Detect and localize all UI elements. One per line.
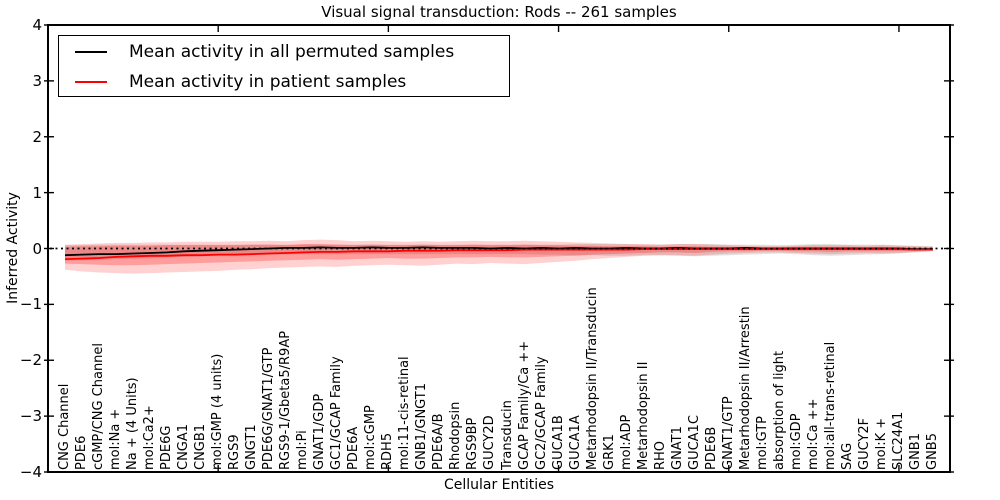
category-label: PDE6 (74, 435, 90, 470)
category-label: Metarhodopsin II/Arrestin (737, 306, 753, 470)
y-tick-label: −2 (19, 351, 42, 370)
y-tick-label: 2 (32, 127, 42, 146)
permuted-line-swatch (75, 51, 107, 53)
category-label: mol:ADP (618, 414, 634, 470)
chart-title: Visual signal transduction: Rods -- 261 … (321, 3, 677, 21)
category-label: GCAP Family/Ca ++ (516, 340, 532, 470)
category-label: PDE6B (703, 426, 719, 470)
legend-entry-permuted: Mean activity in all permuted samples (59, 38, 509, 66)
category-label: Metarhodopsin II (635, 361, 651, 470)
x-axis-label: Cellular Entities (443, 477, 555, 493)
category-label: Metarhodopsin II/Transducin (584, 287, 600, 470)
category-label: GNB1 (907, 433, 923, 470)
category-label: CNGB1 (193, 423, 209, 470)
category-label: Rhodopsin (448, 401, 464, 470)
patient-line-swatch (75, 81, 107, 83)
category-label: SAG (839, 442, 855, 470)
y-tick-label: −3 (19, 407, 42, 426)
y-tick-label: 1 (32, 183, 42, 202)
category-label: GNB1/GNGT1 (414, 383, 430, 470)
category-label: PDE6A/B (431, 413, 447, 470)
category-label: GUCA1C (686, 415, 702, 470)
category-label: GNB5 (924, 433, 940, 470)
category-label: RHO (652, 440, 668, 470)
category-label: Na + (4 Units) (125, 377, 141, 470)
category-label: CNG Channel (57, 383, 73, 470)
legend: Mean activity in all permuted samples Me… (58, 35, 510, 97)
category-label: SLC24A1 (890, 411, 906, 470)
category-label: PDE6A (346, 426, 362, 470)
y-tick-label: 0 (32, 239, 42, 258)
category-label: RDH5 (380, 432, 396, 470)
y-tick-label: 3 (32, 71, 42, 90)
category-label: GUCA1B (550, 415, 566, 470)
category-label: cGMP/CNG Channel (91, 342, 107, 470)
y-tick-label: −1 (19, 295, 42, 314)
category-label: PDE6G (159, 425, 175, 470)
category-label: mol:Na + (108, 408, 124, 470)
category-label: mol:all-trans-retinal (822, 341, 838, 470)
category-label: RGS9BP (465, 417, 481, 470)
legend-label: Mean activity in all permuted samples (129, 42, 455, 62)
category-label: mol:Ca2+ (142, 405, 158, 470)
category-label: GUCA1A (567, 415, 583, 470)
category-label: GNAT1 (669, 426, 685, 470)
category-label: Transducin (499, 400, 515, 470)
category-label: PDE6G/GNAT1/GTP (261, 347, 277, 470)
category-label: GNAT1/GDP (312, 393, 328, 470)
legend-label: Mean activity in patient samples (129, 72, 407, 92)
category-label: CNGA1 (176, 423, 192, 470)
category-label: GC2/GCAP Family (533, 356, 549, 470)
category-label: GC1/GCAP Family (329, 356, 345, 470)
category-label: mol:Ca ++ (805, 398, 821, 470)
category-label: mol:Pi (295, 430, 311, 470)
category-label: mol:GDP (788, 413, 804, 470)
category-label: mol:GTP (754, 416, 770, 470)
category-label: GNAT1/GTP (720, 396, 736, 470)
category-label: GNGT1 (244, 424, 260, 470)
category-label: GRK1 (601, 434, 617, 470)
category-label: mol:cGMP (363, 405, 379, 470)
category-label: RGS9 (227, 434, 243, 470)
category-label: mol:K + (873, 417, 889, 470)
category-label: mol:GMP (4 units) (210, 353, 226, 470)
category-label: mol:11-cis-retinal (397, 356, 413, 470)
y-tick-label: 4 (32, 16, 42, 34)
legend-entry-patient: Mean activity in patient samples (59, 68, 509, 96)
category-label: RGS9-1/Gbeta5/R9AP (278, 330, 294, 470)
category-label: GUCY2D (482, 415, 498, 470)
y-tick-label: −4 (19, 463, 42, 481)
category-label: absorption of light (771, 350, 787, 470)
category-label: GUCY2F (856, 417, 872, 470)
